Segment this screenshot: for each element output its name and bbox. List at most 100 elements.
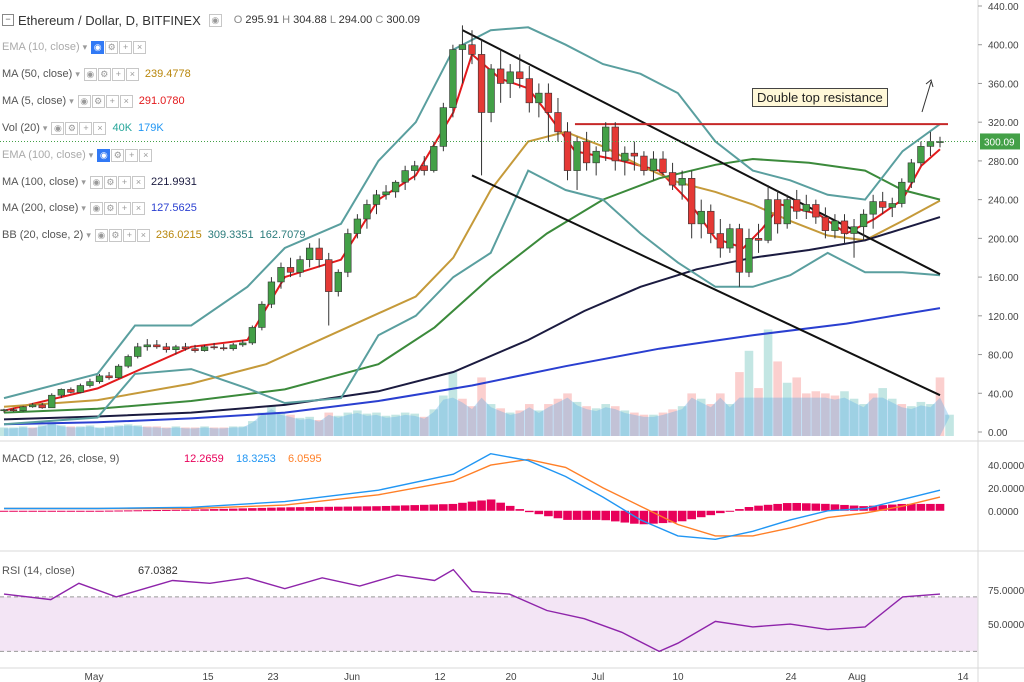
- settings-icon[interactable]: ⚙: [103, 201, 117, 215]
- volume-bar: [840, 391, 849, 436]
- eye-icon[interactable]: ◉: [89, 201, 103, 215]
- close-icon[interactable]: ×: [133, 40, 147, 54]
- eye-icon[interactable]: ◉: [83, 67, 97, 81]
- close-icon[interactable]: ×: [119, 94, 133, 108]
- candle-body: [76, 385, 85, 393]
- settings-icon[interactable]: ⚙: [103, 175, 117, 189]
- settings-icon[interactable]: ⚙: [105, 40, 119, 54]
- candle-body: [0, 409, 8, 412]
- candle-body: [114, 365, 123, 379]
- add-icon[interactable]: +: [117, 201, 131, 215]
- chevron-down-icon[interactable]: ▾: [69, 95, 74, 106]
- candle-body: [563, 131, 572, 171]
- title-buttons: ◉: [208, 13, 222, 27]
- annotation-callout[interactable]: Double top resistance: [752, 88, 888, 107]
- y-tick-label: 40.00: [988, 389, 1013, 400]
- eye-icon[interactable]: ◉: [51, 121, 65, 135]
- chevron-down-icon[interactable]: ▾: [42, 122, 48, 133]
- legend-indicator-name[interactable]: Vol (20): [2, 122, 40, 134]
- legend-indicator-name[interactable]: MA (200, close): [2, 202, 79, 214]
- overlay-line: [3, 216, 941, 421]
- legend-indicator-name[interactable]: MA (5, close): [2, 95, 67, 107]
- macd-histogram-bar: [248, 508, 257, 511]
- eye-icon[interactable]: ◉: [208, 13, 222, 27]
- settings-icon[interactable]: ⚙: [97, 67, 111, 81]
- macd-histogram-bar: [696, 510, 706, 518]
- add-icon[interactable]: +: [122, 228, 136, 242]
- macd-histogram-bar: [505, 505, 515, 511]
- volume-bar: [639, 414, 649, 436]
- eye-icon[interactable]: ◉: [77, 94, 91, 108]
- volume-bar: [859, 404, 868, 436]
- eye-icon[interactable]: ◉: [94, 228, 108, 242]
- settings-icon[interactable]: ⚙: [111, 148, 125, 162]
- add-icon[interactable]: +: [119, 40, 133, 54]
- macd-histogram-bar: [95, 510, 104, 512]
- add-icon[interactable]: +: [117, 175, 131, 189]
- macd-histogram-bar: [114, 510, 123, 512]
- legend-indicator-name[interactable]: MA (50, close): [2, 68, 73, 80]
- chevron-down-icon[interactable]: ▾: [88, 149, 94, 160]
- add-icon[interactable]: +: [79, 121, 93, 135]
- chevron-down-icon[interactable]: ▾: [82, 41, 88, 52]
- settings-icon[interactable]: ⚙: [91, 94, 105, 108]
- candle-body: [67, 389, 75, 393]
- volume-bar: [782, 382, 792, 436]
- macd-histogram-bar: [782, 503, 792, 511]
- close-icon[interactable]: ×: [131, 201, 145, 215]
- close-icon[interactable]: ×: [136, 228, 150, 242]
- macd-histogram-bar: [916, 503, 926, 511]
- volume-bar: [400, 412, 410, 436]
- volume-bar: [47, 422, 57, 436]
- close-icon[interactable]: ×: [125, 67, 139, 81]
- ohlc-l-value: 294.00: [338, 14, 373, 26]
- eye-icon[interactable]: ◉: [91, 40, 105, 54]
- rsi-pane: RSI (14, close) 67.0382: [0, 565, 978, 653]
- candle-body: [602, 126, 610, 152]
- channel-line: [462, 29, 941, 276]
- rsi-legend-name: RSI (14, close): [2, 565, 75, 577]
- candle-body: [821, 216, 830, 231]
- candle-body: [773, 199, 782, 225]
- macd-histogram-bar: [935, 503, 945, 511]
- eye-icon[interactable]: ◉: [97, 148, 111, 162]
- volume-bar: [630, 412, 639, 436]
- settings-icon[interactable]: ⚙: [65, 121, 79, 135]
- candle-body: [812, 204, 820, 218]
- close-icon[interactable]: ×: [139, 148, 153, 162]
- macd-histogram-bar: [735, 509, 744, 511]
- macd-histogram-bar: [840, 504, 849, 511]
- legend-row: MA (50, close) ▾ ◉ ⚙ + × 239.4778: [2, 66, 197, 82]
- add-icon[interactable]: +: [125, 148, 139, 162]
- legend-indicator-name[interactable]: EMA (10, close): [2, 41, 80, 53]
- candle-body: [869, 201, 877, 215]
- chevron-down-icon[interactable]: ▾: [81, 202, 86, 213]
- close-icon[interactable]: ×: [93, 121, 107, 135]
- collapse-icon[interactable]: −: [2, 14, 14, 26]
- volume-bar: [152, 426, 162, 436]
- settings-icon[interactable]: ⚙: [108, 228, 122, 242]
- macd-histogram-bar: [123, 510, 133, 512]
- chevron-down-icon[interactable]: ▾: [75, 68, 80, 79]
- volume-bar: [209, 427, 219, 436]
- add-icon[interactable]: +: [105, 94, 119, 108]
- chevron-down-icon[interactable]: ▾: [81, 176, 86, 187]
- macd-histogram-bar: [381, 505, 391, 511]
- macd-histogram-bar: [362, 506, 372, 511]
- close-icon[interactable]: ×: [131, 175, 145, 189]
- channel-line: [471, 174, 941, 397]
- add-icon[interactable]: +: [111, 67, 125, 81]
- volume-bar: [582, 406, 591, 436]
- chevron-down-icon[interactable]: ▾: [86, 229, 91, 240]
- macd-histogram-bar: [152, 510, 162, 512]
- macd-histogram-bar: [792, 502, 802, 511]
- legend-indicator-name[interactable]: MA (100, close): [2, 176, 79, 188]
- eye-icon[interactable]: ◉: [89, 175, 103, 189]
- macd-histogram-bar: [601, 510, 611, 521]
- macd-histogram-bar: [267, 507, 276, 511]
- macd-histogram-bar: [238, 508, 248, 511]
- legend-indicator-name[interactable]: BB (20, close, 2): [2, 229, 84, 241]
- legend-indicator-name[interactable]: EMA (100, close): [2, 149, 86, 161]
- candle-body: [391, 181, 400, 193]
- candle-body: [802, 204, 810, 212]
